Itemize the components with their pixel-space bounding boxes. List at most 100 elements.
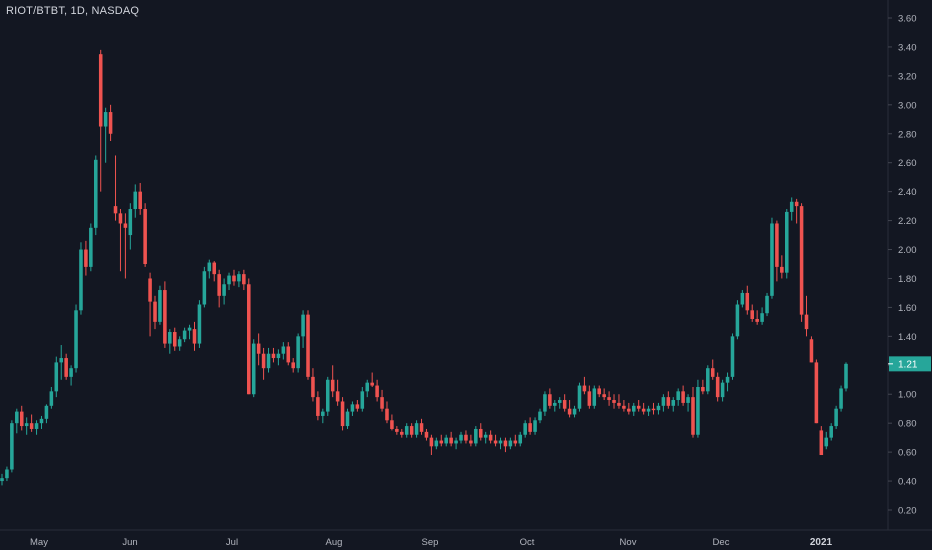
- candle-body: [572, 408, 577, 415]
- candle-body: [84, 249, 88, 267]
- candle-body: [276, 353, 281, 359]
- candle-body: [710, 368, 715, 377]
- candle-body: [720, 382, 725, 398]
- candle-body: [330, 379, 335, 392]
- candle-body: [242, 274, 246, 285]
- candle-body: [582, 385, 587, 392]
- candle-body: [311, 376, 315, 398]
- candle-body: [804, 314, 809, 330]
- candle-body: [321, 411, 325, 416]
- candle-body: [464, 434, 468, 441]
- candle-body: [676, 391, 680, 401]
- candle-body: [508, 440, 513, 447]
- candle-body: [247, 284, 251, 395]
- candle-body: [523, 423, 527, 435]
- candle-body: [622, 405, 626, 409]
- candle-body: [390, 420, 394, 429]
- candle-body: [469, 440, 473, 444]
- candle-body: [192, 329, 197, 344]
- time-axis[interactable]: May Jun Jul Aug Sep Oct Nov Dec 2021: [30, 537, 833, 548]
- candle-body: [627, 408, 631, 412]
- candle-body: [706, 368, 710, 392]
- candle-body: [493, 440, 498, 444]
- candle-body: [29, 423, 34, 429]
- candle-body: [424, 431, 429, 438]
- candle-body: [488, 434, 493, 441]
- candle-body: [834, 408, 838, 427]
- candle-body: [138, 191, 142, 210]
- candle-body: [794, 201, 799, 207]
- candle-body: [809, 339, 814, 363]
- candle-body: [577, 385, 582, 409]
- candle-body: [355, 404, 360, 409]
- candle-body: [592, 388, 597, 406]
- candle-body: [429, 437, 434, 447]
- candle-body: [553, 402, 557, 406]
- candle-body: [207, 262, 212, 272]
- candle-body: [839, 388, 843, 409]
- candle-body: [799, 206, 804, 315]
- price-tick-label: 2.40: [898, 187, 917, 198]
- candle-body: [567, 408, 572, 415]
- candle-body: [498, 440, 503, 444]
- candle-body: [34, 423, 39, 429]
- candle-body: [266, 353, 271, 369]
- candle-body: [844, 363, 848, 389]
- candle-body: [404, 426, 409, 435]
- price-tick-label: 2.80: [898, 129, 917, 140]
- candle-body: [419, 423, 424, 432]
- time-tick-label: Oct: [520, 537, 535, 548]
- candle-body: [730, 336, 735, 377]
- candle-body: [538, 411, 542, 421]
- candle-body: [54, 362, 59, 392]
- candle-body: [755, 318, 759, 322]
- candle-body: [365, 382, 370, 392]
- candle-body: [750, 310, 754, 319]
- candle-body: [79, 249, 83, 311]
- price-tick-label: 2.20: [898, 216, 917, 227]
- price-tick-label: 1.40: [898, 332, 917, 343]
- candle-body: [350, 404, 355, 412]
- candle-body: [148, 278, 152, 302]
- last-price-label: 1.21: [898, 359, 918, 370]
- price-tick-label: 1.80: [898, 274, 917, 285]
- candle-body: [296, 336, 300, 369]
- candle-body: [0, 478, 4, 482]
- candle-body: [400, 431, 404, 435]
- candle-body: [335, 391, 340, 402]
- price-axis[interactable]: 0.200.400.600.801.001.201.401.601.802.00…: [888, 14, 917, 517]
- candle-body: [360, 391, 365, 409]
- candle-body: [651, 408, 656, 411]
- candle-body: [681, 391, 685, 403]
- candle-body: [281, 346, 286, 354]
- candle-body: [444, 437, 448, 444]
- candle-body: [89, 227, 93, 267]
- candle-body: [168, 332, 172, 344]
- candle-body: [661, 397, 666, 406]
- candle-body: [439, 440, 444, 444]
- candle-body: [483, 434, 488, 438]
- candle-body: [829, 426, 833, 438]
- candle-body: [227, 275, 231, 285]
- candle-body: [562, 400, 567, 409]
- candle-body: [69, 368, 73, 377]
- candle-body: [19, 411, 24, 427]
- candle-body: [385, 408, 389, 421]
- candle-body: [108, 112, 113, 134]
- candle-body: [212, 262, 217, 275]
- candle-body: [528, 423, 532, 432]
- candle-body: [671, 400, 676, 406]
- time-tick-label: Jul: [226, 537, 238, 548]
- price-tick-label: 2.60: [898, 158, 917, 169]
- candle-body: [602, 394, 606, 398]
- candle-body: [454, 440, 458, 444]
- candle-body: [715, 376, 720, 398]
- candle-body: [143, 209, 147, 264]
- candle-body: [474, 428, 478, 444]
- candle-body: [172, 332, 177, 347]
- price-tick-label: 1.60: [898, 303, 917, 314]
- candle-body: [251, 343, 256, 395]
- candle-body: [656, 405, 661, 411]
- candle-body: [824, 437, 829, 447]
